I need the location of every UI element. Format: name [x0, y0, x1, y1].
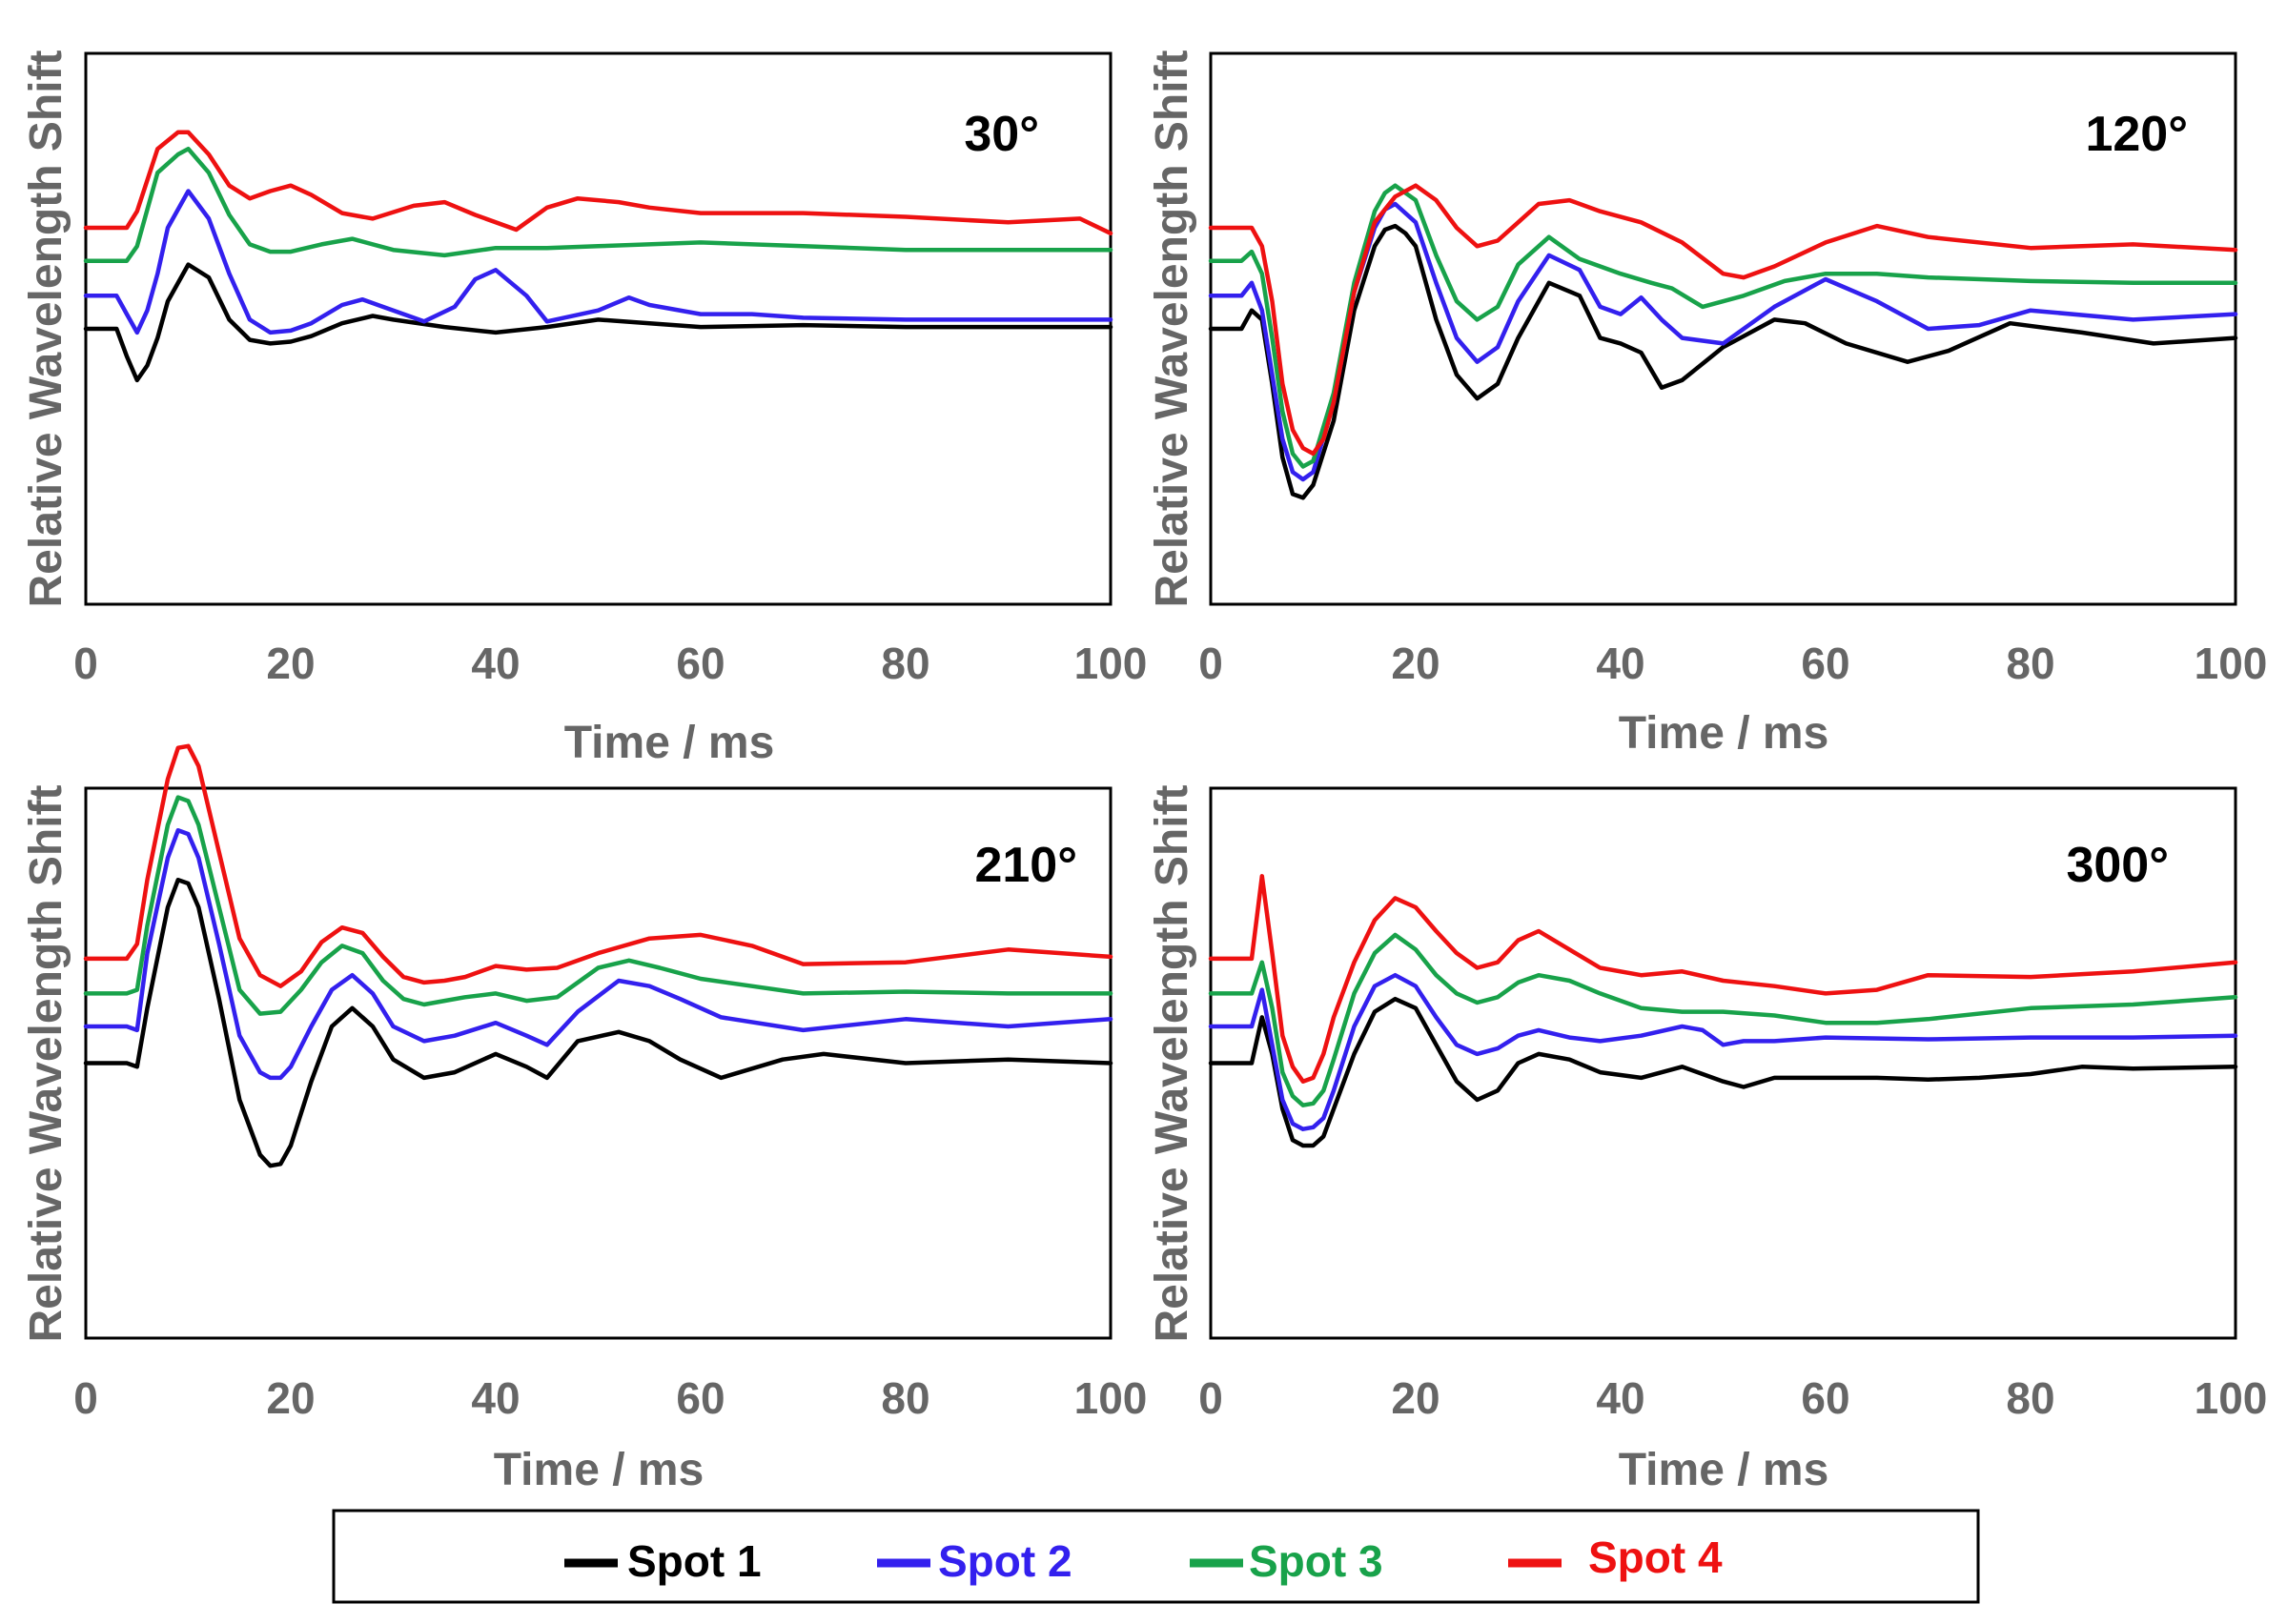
panel-30deg-x-tick: 80 [881, 639, 929, 688]
panel-300deg-line-spot-1 [1208, 996, 2238, 1148]
panel-300deg-x-tick: 0 [1198, 1373, 1223, 1423]
panel-30deg-x-tick: 40 [471, 639, 520, 688]
panel-300deg-y-axis-title: Relative Wavelength Shift [1147, 784, 1197, 1342]
panel-120deg-x-tick: 80 [2006, 639, 2054, 688]
panel-30deg-series [83, 130, 1113, 383]
legend-item-spot-2: Spot 2 [877, 1536, 1072, 1586]
panel-210deg-y-axis-title: Relative Wavelength Shift [21, 784, 71, 1342]
panel-120deg-x-tick: 100 [2195, 639, 2268, 688]
panel-120deg-x-tick: 20 [1391, 639, 1440, 688]
panel-300deg-x-axis-title: Time / ms [1619, 1445, 1829, 1495]
panel-30deg-y-axis-title: Relative Wavelength Shift [21, 50, 71, 607]
panel-300deg-title: 300° [2066, 838, 2169, 893]
panel-300deg-x-tick: 80 [2006, 1373, 2054, 1423]
panel-300deg-x-tick: 20 [1391, 1373, 1440, 1423]
panel-120deg-x-tick: 40 [1596, 639, 1644, 688]
panel-210deg-line-spot-4 [83, 743, 1113, 988]
panel-210deg-x-ticks: 0 20 40 60 80 100 [73, 1373, 1147, 1423]
panel-300deg-line-spot-3 [1208, 932, 2238, 1107]
panel-210deg-title: 210° [974, 838, 1077, 893]
panel-300deg-series [1208, 874, 2238, 1148]
panel-120deg-line-spot-1 [1208, 223, 2238, 500]
panel-300deg-x-tick: 40 [1596, 1373, 1644, 1423]
panel-30deg-x-tick: 0 [73, 639, 98, 688]
panel-210deg-x-tick: 60 [676, 1373, 725, 1423]
panel-120deg-x-axis-title: Time / ms [1619, 708, 1829, 759]
panel-120deg-x-tick: 60 [1801, 639, 1849, 688]
legend-item-spot-4: Spot 4 [1508, 1533, 1723, 1582]
panel-120deg-line-spot-3 [1208, 183, 2238, 469]
panel-30deg-line-spot-3 [83, 146, 1113, 263]
panel-210deg-x-tick: 40 [471, 1373, 520, 1423]
panel-30deg: 30° 0 20 40 60 80 100 Time / ms Relative… [21, 50, 1147, 768]
panel-300deg-line-spot-4 [1208, 874, 2238, 1084]
panel-30deg-title: 30° [964, 107, 1039, 162]
legend-label-spot-3: Spot 3 [1249, 1536, 1383, 1586]
legend-item-spot-1: Spot 1 [564, 1536, 762, 1586]
panel-210deg-x-tick: 80 [881, 1373, 929, 1423]
panel-300deg-line-spot-2 [1208, 972, 2238, 1131]
panel-120deg: 120° 0 20 40 60 80 100 Time / ms Relativ… [1147, 50, 2267, 759]
panel-30deg-line-spot-1 [83, 262, 1113, 383]
panel-30deg-x-tick: 60 [676, 639, 725, 688]
panel-30deg-x-axis-title: Time / ms [564, 718, 775, 768]
panel-210deg-line-spot-3 [83, 795, 1113, 1016]
panel-210deg-x-axis-title: Time / ms [494, 1445, 704, 1495]
panel-120deg-x-tick: 0 [1198, 639, 1223, 688]
panel-30deg-line-spot-2 [83, 189, 1113, 335]
panel-210deg-x-tick: 100 [1074, 1373, 1148, 1423]
legend-label-spot-4: Spot 4 [1588, 1533, 1723, 1582]
legend-item-spot-3: Spot 3 [1190, 1536, 1383, 1586]
panel-120deg-title: 120° [2085, 107, 2188, 162]
legend-label-spot-2: Spot 2 [938, 1536, 1072, 1586]
panel-210deg: 210° 0 20 40 60 80 100 Time / ms Relativ… [21, 743, 1147, 1495]
panel-120deg-line-spot-4 [1208, 183, 2238, 457]
panel-120deg-y-axis-title: Relative Wavelength Shift [1147, 50, 1197, 607]
legend: Spot 1 Spot 2 Spot 3 Spot 4 [332, 1509, 1980, 1604]
panel-210deg-series [83, 743, 1113, 1168]
panel-120deg-x-ticks: 0 20 40 60 80 100 [1198, 639, 2267, 688]
panel-300deg-x-ticks: 0 20 40 60 80 100 [1198, 1373, 2267, 1423]
panel-120deg-line-spot-2 [1208, 201, 2238, 482]
panel-300deg: 300° 0 20 40 60 80 100 Time / ms Relativ… [1147, 784, 2267, 1495]
panel-30deg-x-tick: 20 [266, 639, 315, 688]
panel-210deg-line-spot-2 [83, 827, 1113, 1081]
panel-120deg-series [1208, 183, 2238, 500]
legend-label-spot-1: Spot 1 [627, 1536, 762, 1586]
panel-300deg-x-tick: 60 [1801, 1373, 1849, 1423]
panel-30deg-x-tick: 100 [1074, 639, 1148, 688]
panel-30deg-line-spot-4 [83, 130, 1113, 236]
panel-210deg-x-tick: 20 [266, 1373, 315, 1423]
panel-210deg-line-spot-1 [83, 877, 1113, 1168]
panel-210deg-x-tick: 0 [73, 1373, 98, 1423]
panel-120deg-plot-frame [1209, 51, 2237, 606]
panel-300deg-x-tick: 100 [2195, 1373, 2268, 1423]
panel-30deg-x-ticks: 0 20 40 60 80 100 [73, 639, 1147, 688]
legend-box [332, 1509, 1980, 1604]
